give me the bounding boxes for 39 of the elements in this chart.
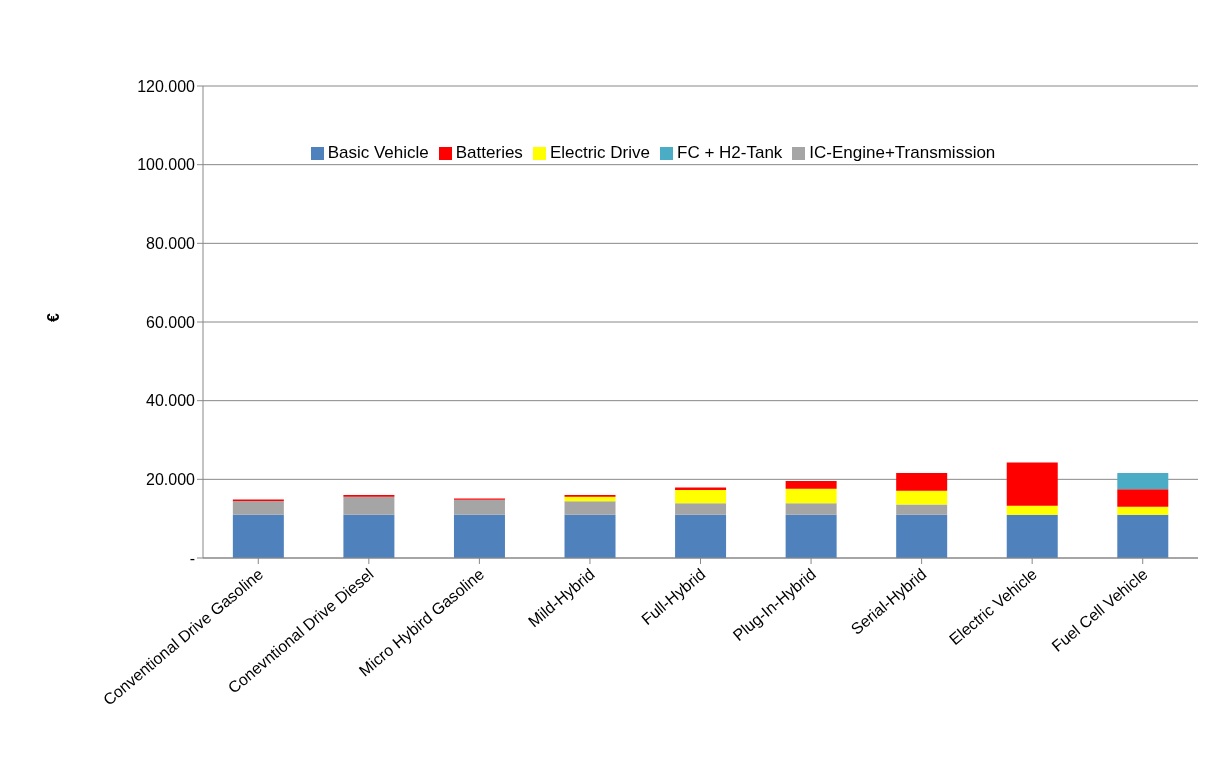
bar (564, 501, 616, 515)
bar (896, 514, 948, 558)
bar (1006, 505, 1058, 515)
bar (453, 499, 505, 515)
bar (1117, 489, 1169, 507)
legend-label: Electric Drive (549, 143, 650, 162)
bar (1006, 462, 1058, 506)
bar (564, 514, 616, 558)
y-tick-label: 100.000 (137, 156, 196, 174)
y-axis-title: € (44, 313, 62, 322)
bar (343, 496, 395, 515)
bar (1117, 473, 1169, 490)
legend-label: Batteries (455, 143, 523, 162)
y-tick-label: 120.000 (137, 77, 196, 95)
legend-label: IC-Engine+Transmission (809, 143, 996, 162)
bar (1117, 514, 1169, 558)
bar (1117, 506, 1169, 515)
y-tick-label: - (189, 549, 195, 567)
y-tick-label: 20.000 (146, 471, 196, 489)
bar (1006, 514, 1058, 558)
y-tick-label: 60.000 (146, 313, 196, 331)
bar (232, 514, 284, 558)
legend-label: FC + H2-Tank (677, 143, 783, 162)
bar (785, 503, 837, 515)
bar (785, 514, 837, 558)
bar (785, 488, 837, 504)
bar (453, 514, 505, 558)
bar (896, 490, 948, 505)
bar (675, 503, 727, 515)
bar (785, 480, 837, 489)
y-tick-label: 40.000 (146, 392, 196, 410)
bar (896, 504, 948, 515)
bar (343, 514, 395, 558)
bar (675, 489, 727, 504)
bar (232, 500, 284, 515)
y-tick-label: 80.000 (146, 235, 196, 253)
bar (896, 473, 948, 491)
legend-label: Basic Vehicle (327, 143, 429, 162)
bar (675, 514, 727, 558)
